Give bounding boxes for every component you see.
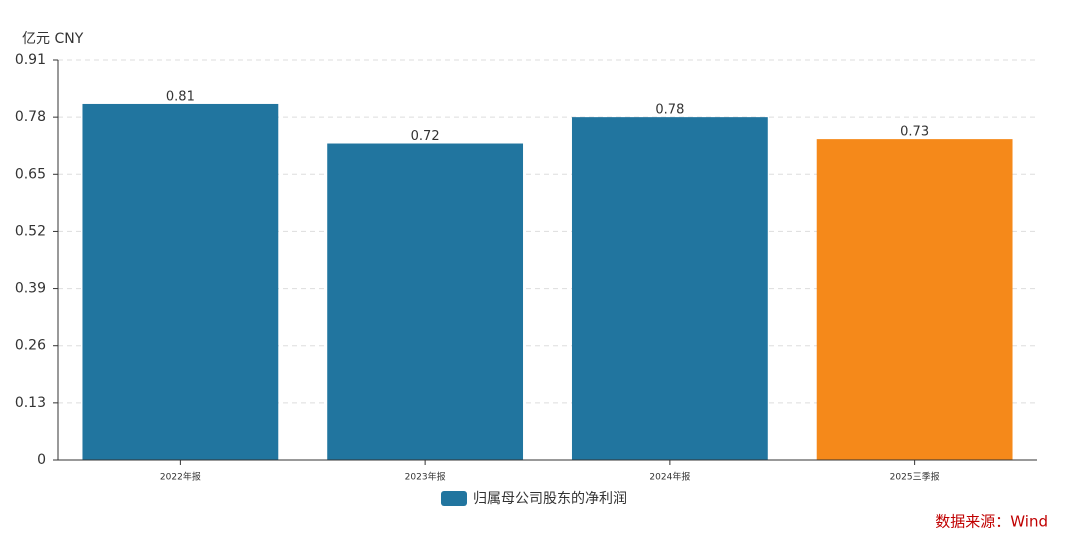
bar <box>327 143 524 460</box>
bar <box>816 139 1013 460</box>
value-label: 0.81 <box>166 89 195 104</box>
y-tick-label: 0.39 <box>15 281 46 297</box>
source-note: 数据来源：Wind <box>935 513 1048 531</box>
y-tick-label: 0 <box>37 452 46 468</box>
legend-swatch <box>441 491 467 506</box>
y-tick-label: 0.65 <box>15 166 46 182</box>
x-tick-label: 2023年报 <box>405 471 446 483</box>
value-label: 0.73 <box>900 125 929 140</box>
x-tick-label: 2024年报 <box>649 471 690 483</box>
y-tick-label: 0.52 <box>15 223 46 239</box>
value-label: 0.78 <box>655 103 684 118</box>
value-label: 0.72 <box>411 129 440 144</box>
x-tick-label: 2022年报 <box>160 471 201 483</box>
legend-label: 归属母公司股东的净利润 <box>473 490 627 507</box>
y-tick-label: 0.26 <box>15 338 46 354</box>
bar <box>571 117 768 461</box>
y-tick-label: 0.78 <box>15 109 46 125</box>
y-axis-label: 亿元 CNY <box>22 31 84 47</box>
y-tick-label: 0.91 <box>15 52 46 68</box>
x-tick-label: 2025三季报 <box>890 471 940 483</box>
bar <box>82 103 279 460</box>
y-tick-label: 0.13 <box>15 395 46 411</box>
